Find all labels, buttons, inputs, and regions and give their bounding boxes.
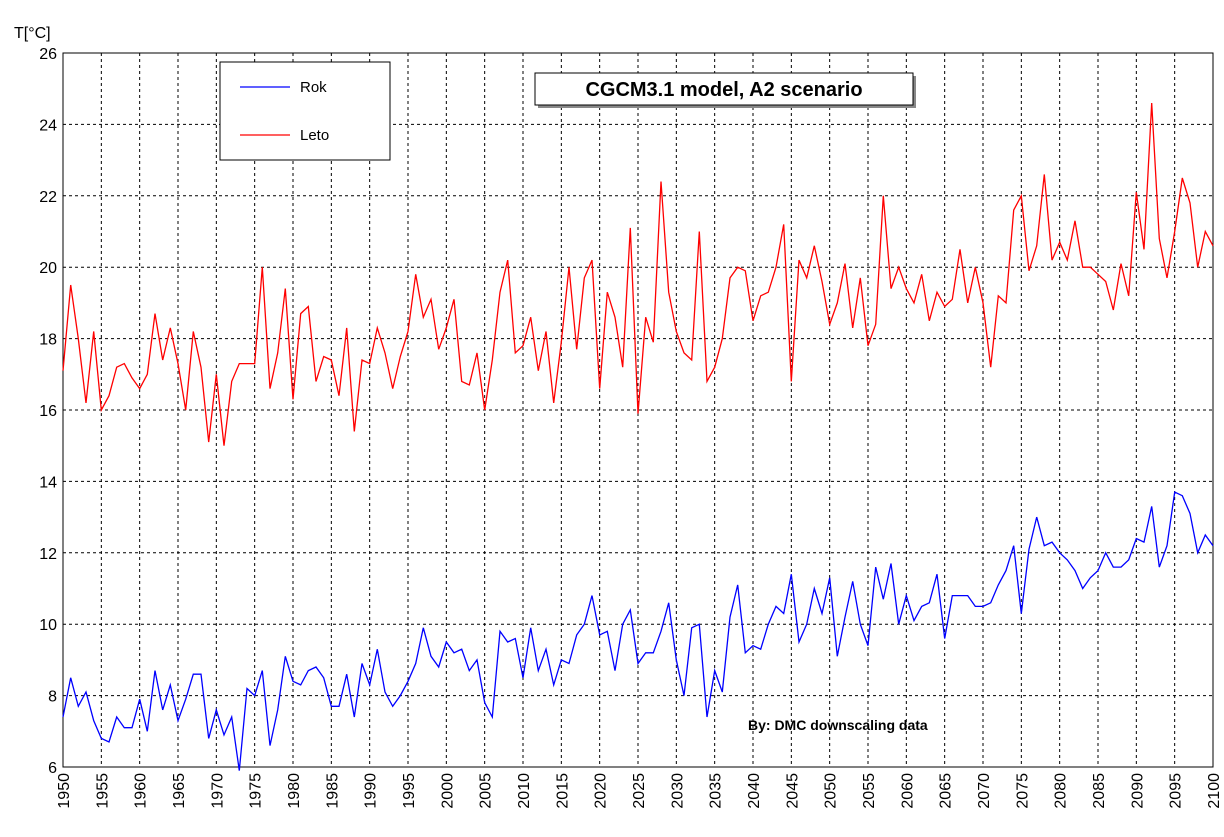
- y-tick-label: 16: [39, 403, 57, 420]
- x-tick-label: 2025: [631, 773, 648, 809]
- legend-box: [219, 61, 391, 161]
- x-tick-label: 1950: [56, 773, 73, 809]
- x-tick-label: 2030: [669, 773, 686, 809]
- data-line: [62, 491, 1214, 771]
- x-tick-label: 1975: [248, 773, 265, 809]
- x-tick-label: 2035: [708, 773, 725, 809]
- y-tick-label: 10: [39, 617, 57, 634]
- x-tick-label: 1980: [286, 773, 303, 809]
- x-tick-label: 1990: [363, 773, 380, 809]
- x-tick-label: 1960: [133, 773, 150, 809]
- x-tick-label: 2010: [516, 773, 533, 809]
- x-tick-label: 2005: [478, 773, 495, 809]
- x-tick-label: 1955: [94, 773, 111, 809]
- x-tick-label: 2095: [1168, 773, 1185, 809]
- y-tick-label: 8: [48, 689, 57, 706]
- plot-frame: [62, 52, 1214, 768]
- legend-label: Leto: [300, 127, 329, 144]
- y-tick-label: 20: [39, 260, 57, 277]
- y-tick-label: 14: [39, 474, 57, 491]
- x-tick-label: 2100: [1206, 773, 1223, 809]
- x-tick-label: 2060: [899, 773, 916, 809]
- x-tick-label: 2015: [554, 773, 571, 809]
- y-tick-label: 12: [39, 546, 57, 563]
- x-tick-label: 2000: [439, 773, 456, 809]
- legend-label: Rok: [300, 79, 327, 96]
- x-tick-label: 2040: [746, 773, 763, 809]
- annotation-box: [534, 72, 914, 106]
- x-tick-label: 2090: [1129, 773, 1146, 809]
- x-tick-label: 2020: [593, 773, 610, 809]
- x-tick-label: 2085: [1091, 773, 1108, 809]
- y-axis-label: T[°C]: [14, 25, 51, 42]
- annotation: CGCM3.1 model, A2 scenario: [585, 79, 862, 101]
- x-tick-label: 1970: [209, 773, 226, 809]
- x-tick-label: 2080: [1053, 773, 1070, 809]
- annotation: By: DMC downscaling data: [748, 717, 928, 733]
- x-tick-label: 1995: [401, 773, 418, 809]
- x-tick-label: 2055: [861, 773, 878, 809]
- x-tick-label: 1985: [324, 773, 341, 809]
- x-tick-label: 1965: [171, 773, 188, 809]
- y-tick-label: 26: [39, 46, 57, 63]
- y-tick-label: 22: [39, 189, 57, 206]
- x-tick-label: 2070: [976, 773, 993, 809]
- x-tick-label: 2045: [784, 773, 801, 809]
- x-tick-label: 2050: [823, 773, 840, 809]
- y-tick-label: 18: [39, 332, 57, 349]
- x-tick-label: 2065: [938, 773, 955, 809]
- x-tick-label: 2075: [1014, 773, 1031, 809]
- data-line: [62, 102, 1214, 446]
- y-tick-label: 6: [48, 760, 57, 777]
- y-tick-label: 24: [39, 117, 57, 134]
